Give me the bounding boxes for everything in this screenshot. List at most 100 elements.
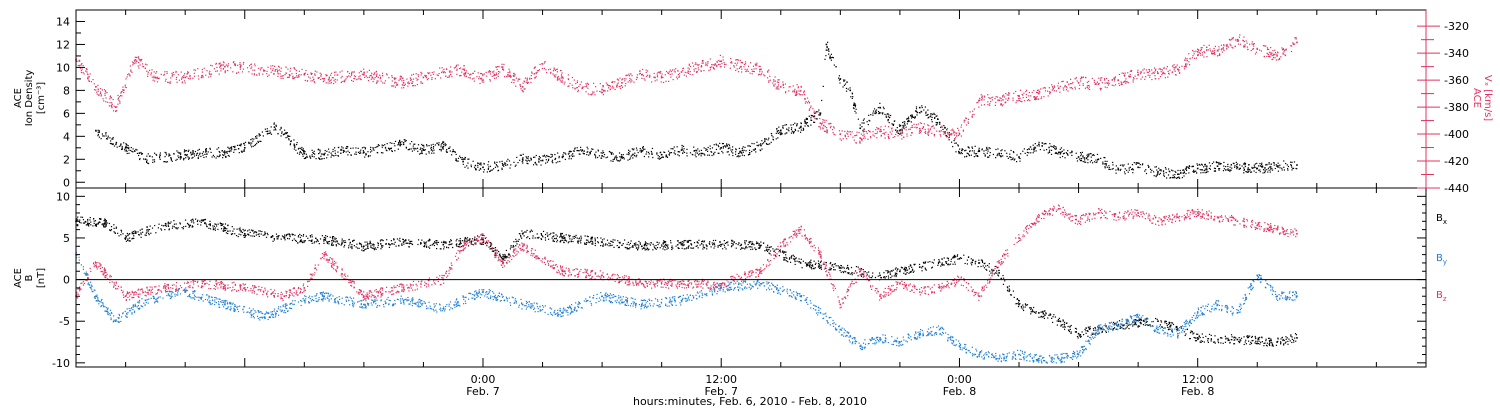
vx-series-sample xyxy=(332,77,334,79)
density-series-sample xyxy=(527,157,529,159)
vx-series-sample xyxy=(591,91,594,93)
density-series-sample xyxy=(904,121,906,123)
density-series-sample xyxy=(657,155,659,157)
density-series-sample xyxy=(548,158,550,160)
density-series-sample xyxy=(267,130,269,132)
density-series-sample xyxy=(722,152,724,154)
bx-series-point xyxy=(760,244,762,247)
vx-series-sample xyxy=(449,66,452,68)
vx-series-sample xyxy=(293,67,295,69)
vx-series-sample xyxy=(627,81,629,83)
bx-series-sample xyxy=(1268,337,1270,339)
density-series-sample xyxy=(470,164,472,166)
density-series-sample xyxy=(764,141,766,143)
density-series-sample xyxy=(1283,160,1285,162)
bx-series-sample xyxy=(536,237,538,239)
bx-series-sample xyxy=(1094,333,1096,335)
bx-series-sample xyxy=(1284,342,1286,344)
vx-series-sample xyxy=(208,72,210,74)
bx-series-sample xyxy=(812,265,814,267)
vx-series-sample xyxy=(133,62,135,65)
vx-series-sample xyxy=(180,78,183,80)
density-series-sample xyxy=(446,148,448,151)
vx-series-sample xyxy=(792,91,794,93)
density-series-sample xyxy=(1054,152,1056,155)
vx-series-sample xyxy=(92,78,94,81)
density-series-sample xyxy=(1188,167,1190,169)
vx-series-sample xyxy=(289,74,291,76)
vx-series-sample xyxy=(649,76,651,78)
density-series-sample xyxy=(762,142,765,144)
vx-series-sample xyxy=(606,84,608,86)
vx-series-sample xyxy=(234,64,236,67)
vx-series-sample xyxy=(813,112,815,114)
vx-series-sample xyxy=(523,81,526,83)
vx-series-sample xyxy=(995,96,997,98)
density-series-sample xyxy=(1013,151,1015,154)
bx-series-sample xyxy=(365,248,367,250)
vx-series-sample xyxy=(552,70,555,72)
vx-series-sample xyxy=(279,73,281,75)
density-series-sample xyxy=(914,117,916,119)
vx-series-sample xyxy=(1036,98,1038,100)
density-series-sample xyxy=(619,159,622,161)
vx-series-sample xyxy=(777,84,780,86)
vx-series-sample xyxy=(1044,86,1046,89)
bx-series-sample xyxy=(996,270,998,272)
vx-series-sample xyxy=(1192,55,1194,57)
vx-series-sample xyxy=(258,72,260,74)
vx-series-sample xyxy=(1162,72,1164,74)
bx-series-sample xyxy=(768,248,770,251)
bx-series-sample xyxy=(244,236,247,238)
density-series-sample xyxy=(301,149,304,151)
vx-series-sample xyxy=(181,77,183,79)
vx-series-sample xyxy=(400,76,403,78)
vx-series-sample xyxy=(298,75,300,77)
density-series-sample xyxy=(872,114,874,116)
density-series-sample xyxy=(981,149,983,151)
vx-series-sample xyxy=(494,74,496,76)
density-series-sample xyxy=(286,132,288,134)
density-series-sample xyxy=(382,144,384,147)
density-series-sample xyxy=(330,156,332,158)
density-series-sample xyxy=(796,123,798,125)
density-series-sample xyxy=(1259,169,1261,171)
vx-series-sample xyxy=(451,71,453,73)
vx-series-sample xyxy=(396,82,398,84)
density-series-sample xyxy=(188,149,190,151)
vx-series-sample xyxy=(440,71,443,74)
density-series-sample xyxy=(463,158,465,160)
density-series-sample xyxy=(576,147,578,149)
density-series-sample xyxy=(1177,169,1179,172)
vx-series-sample xyxy=(574,88,576,90)
bx-series-sample xyxy=(240,234,242,236)
vx-series-sample xyxy=(933,127,935,129)
density-series-sample xyxy=(854,110,856,112)
vx-series-sample xyxy=(1048,87,1050,89)
density-series-sample xyxy=(921,105,923,107)
vx-series-sample xyxy=(1113,77,1115,79)
density-series-sample xyxy=(337,146,339,149)
density-series-sample xyxy=(757,145,759,147)
density-series-sample xyxy=(805,122,807,124)
density-series-sample xyxy=(827,49,830,51)
vx-series-sample xyxy=(1048,91,1051,93)
vx-series-sample xyxy=(256,74,258,76)
density-series-sample xyxy=(391,150,394,153)
bx-series-sample xyxy=(343,241,345,244)
vx-series-sample xyxy=(242,63,244,65)
vx-series-sample xyxy=(129,75,131,77)
vx-series-sample xyxy=(854,135,856,137)
density-series-sample xyxy=(1087,162,1089,164)
vx-series-sample xyxy=(1234,39,1237,41)
vx-series-point xyxy=(1057,87,1060,90)
bx-series-sample xyxy=(663,240,665,243)
vx-series-sample xyxy=(743,66,745,68)
density-series-sample xyxy=(934,117,936,119)
density-series-sample xyxy=(190,152,192,154)
vx-series-sample xyxy=(360,78,362,81)
vx-series-sample xyxy=(587,83,590,85)
bx-series-sample xyxy=(600,244,602,247)
density-series-sample xyxy=(1151,169,1153,171)
vx-series-sample xyxy=(616,78,619,80)
